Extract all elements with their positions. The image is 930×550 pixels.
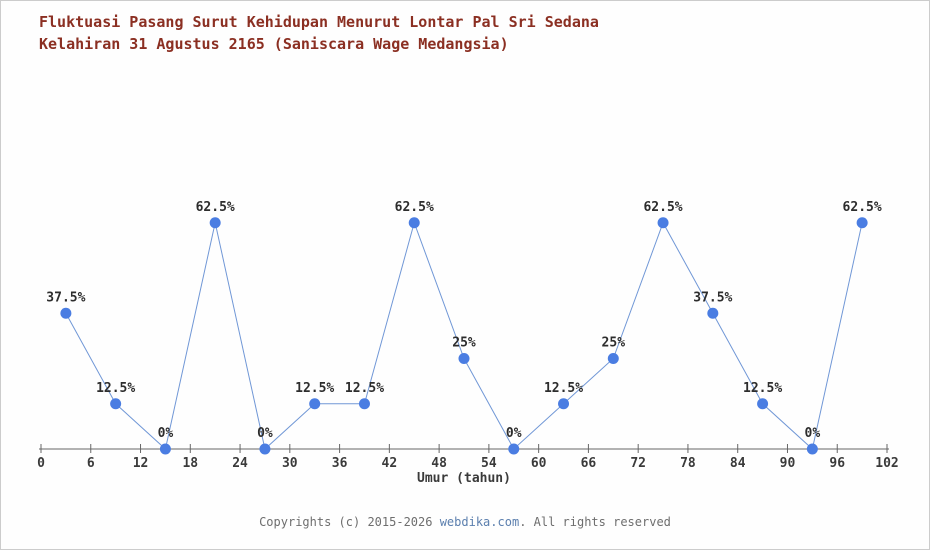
chart-title-line1: Fluktuasi Pasang Surut Kehidupan Menurut… [39,13,599,31]
data-point-label: 0% [257,426,273,441]
data-point-marker [309,398,321,410]
data-point-label: 12.5% [96,381,135,396]
x-axis-tick-label: 72 [630,456,646,471]
data-point-label: 25% [452,336,476,351]
data-point-label: 37.5% [46,290,85,305]
x-axis-tick-label: 36 [332,456,348,471]
x-axis-tick-label: 12 [133,456,149,471]
x-axis-label: Umur (tahun) [417,471,511,486]
x-axis-tick-label: 90 [780,456,796,471]
data-point-marker [458,353,470,364]
x-axis-tick-label: 48 [431,456,447,471]
data-point-marker [657,217,669,229]
copyright-site: webdika.com [439,515,520,529]
copyright-prefix: Copyrights (c) 2015-2026 [259,515,440,529]
data-point-label: 62.5% [643,200,682,215]
x-axis-tick-label: 0 [37,456,45,471]
data-point-marker [856,217,868,229]
data-point-label: 12.5% [743,381,782,396]
data-point-marker [259,443,271,455]
data-point-marker [209,217,221,229]
x-axis-tick-label: 24 [232,456,248,471]
copyright-footer: Copyrights (c) 2015-2026 webdika.com. Al… [1,515,929,529]
data-point-label: 62.5% [395,200,434,215]
data-point-label: 12.5% [295,381,334,396]
data-point-marker [159,443,171,455]
data-point-marker [607,353,619,364]
data-point-label: 0% [158,426,174,441]
data-point-marker [707,307,719,319]
data-point-label: 62.5% [196,200,235,215]
x-axis-tick-label: 102 [875,456,898,471]
x-axis-tick-label: 54 [481,456,497,471]
x-axis-tick-label: 18 [182,456,198,471]
data-point-marker [60,307,72,319]
data-point-marker [358,398,370,410]
x-axis-tick-label: 30 [282,456,298,471]
data-point-marker [558,398,570,410]
data-point-label: 62.5% [843,200,882,215]
chart-title: Fluktuasi Pasang Surut Kehidupan Menurut… [39,11,599,55]
data-point-label: 12.5% [544,381,583,396]
x-axis-tick-label: 6 [87,456,95,471]
x-axis-tick-label: 66 [581,456,597,471]
x-axis-tick-label: 60 [531,456,547,471]
x-axis-tick-label: 84 [730,456,746,471]
copyright-suffix: . All rights reserved [519,515,671,529]
data-point-marker [757,398,769,410]
chart-title-line2: Kelahiran 31 Agustus 2165 (Saniscara Wag… [39,35,509,53]
data-point-marker [110,398,122,410]
x-axis-tick-label: 42 [382,456,398,471]
data-point-label: 37.5% [693,290,732,305]
data-point-label: 25% [602,336,626,351]
data-point-label: 0% [805,426,821,441]
data-point-label: 12.5% [345,381,384,396]
data-point-marker [508,443,520,455]
x-axis-tick-label: 78 [680,456,696,471]
x-axis-tick-label: 96 [829,456,845,471]
data-point-marker [806,443,818,455]
data-point-label: 0% [506,426,522,441]
data-point-marker [408,217,420,229]
